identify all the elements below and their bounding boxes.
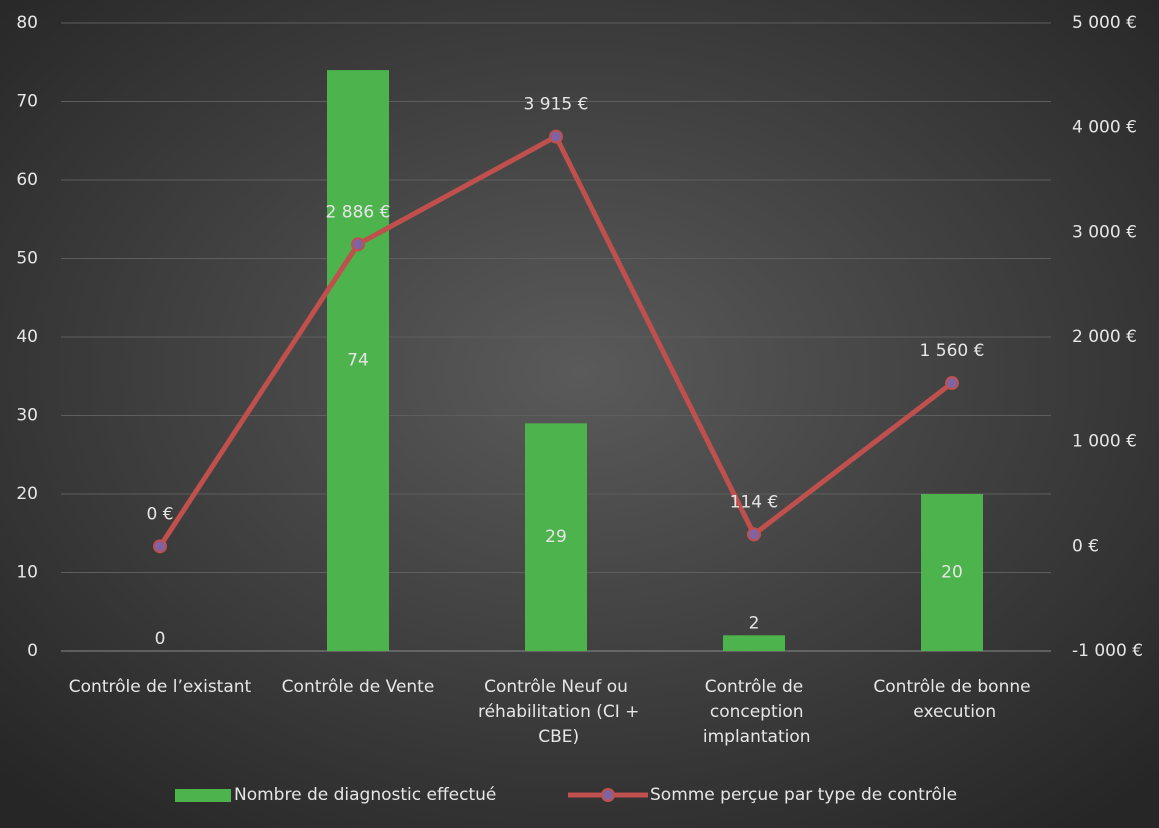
y-tick-label: 10: [16, 563, 38, 583]
y-tick-label: 70: [16, 92, 38, 112]
bar: [525, 423, 587, 651]
line-marker: [945, 376, 959, 391]
line-marker: [549, 129, 563, 144]
line-value-label: 2 886 €: [326, 202, 391, 222]
bar-value-label: 74: [347, 351, 369, 371]
line-marker: [747, 527, 761, 542]
x-tick-label: Contrôle de l’existant: [69, 677, 252, 697]
y2-tick-label: 1 000 €: [1072, 432, 1137, 452]
bar: [327, 70, 389, 652]
y2-tick-label: -1 000 €: [1072, 641, 1143, 661]
line-value-label: 3 915 €: [524, 95, 589, 115]
x-tick-label: Contrôle de Vente: [282, 677, 435, 697]
bar-value-label: 29: [545, 527, 567, 547]
y-tick-label: 50: [16, 249, 38, 269]
line-value-label: 0 €: [146, 504, 173, 524]
x-tick-label: Contrôle de bonne execution: [873, 677, 1030, 722]
bar: [723, 635, 785, 651]
line-value-label: 1 560 €: [920, 341, 985, 361]
legend-marker: [601, 788, 615, 802]
bar-value-label: 0: [155, 629, 166, 649]
x-tick-label: Contrôle de conception implantation: [697, 677, 810, 747]
y2-tick-label: 5 000 €: [1072, 13, 1137, 33]
legend-swatch: [175, 789, 231, 802]
y-tick-label: 0: [27, 641, 38, 661]
y2-tick-label: 4 000 €: [1072, 118, 1137, 138]
line-marker: [153, 539, 167, 554]
y-tick-label: 80: [16, 13, 38, 33]
y2-tick-label: 2 000 €: [1072, 327, 1137, 347]
legend-label: Nombre de diagnostic effectué: [234, 785, 496, 805]
y-tick-label: 30: [16, 406, 38, 426]
y2-tick-label: 0 €: [1072, 536, 1099, 556]
line-value-label: 114 €: [730, 492, 779, 512]
legend-label: Somme perçue par type de contrôle: [650, 785, 957, 805]
bar-value-label: 2: [749, 613, 760, 633]
y-tick-label: 40: [16, 327, 38, 347]
bar-value-label: 20: [941, 563, 963, 583]
bar: [921, 494, 983, 651]
y-tick-label: 20: [16, 484, 38, 504]
y2-tick-label: 3 000 €: [1072, 222, 1137, 242]
y-tick-label: 60: [16, 170, 38, 190]
x-tick-label: Contrôle Neuf ou réhabilitation (CI + CB…: [473, 677, 640, 747]
line-marker: [351, 237, 365, 252]
